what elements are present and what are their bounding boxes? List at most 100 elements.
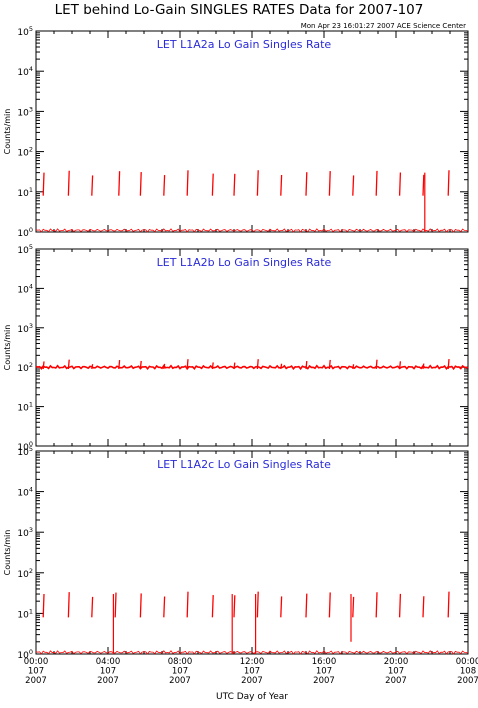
y-tick-label: 104 xyxy=(17,65,33,78)
data-spike xyxy=(256,591,259,618)
plot-frame xyxy=(35,248,469,447)
data-spike xyxy=(91,364,94,370)
data-baseline xyxy=(35,650,469,655)
data-spike xyxy=(186,359,189,370)
y-tick-label: 104 xyxy=(17,282,33,295)
x-tick-label: 20:00 xyxy=(384,657,409,667)
y-axis-label: Counts/min xyxy=(3,530,12,576)
y-tick-label: 103 xyxy=(17,526,33,539)
x-tick-label: 12:00 xyxy=(240,657,265,667)
data-spike xyxy=(186,591,189,618)
timestamp: Mon Apr 23 16:01:27 2007 ACE Science Cen… xyxy=(301,22,466,30)
data-spike xyxy=(305,360,308,370)
data-spike xyxy=(163,175,166,196)
data-spike xyxy=(42,361,45,370)
x-tick-label: 2007 xyxy=(169,676,191,686)
data-spike xyxy=(211,362,214,370)
data-spike xyxy=(186,170,189,196)
data-spike xyxy=(67,592,70,618)
y-tick-label: 100 xyxy=(17,226,33,239)
x-tick-label: 107 xyxy=(244,667,260,677)
data-baseline xyxy=(35,364,469,371)
y-tick-label: 102 xyxy=(17,146,33,159)
data-spike xyxy=(118,171,121,196)
x-tick-label: 2007 xyxy=(313,676,335,686)
data-spike xyxy=(398,172,402,196)
x-tick-label: 2007 xyxy=(97,676,119,686)
data-spike xyxy=(42,594,45,618)
data-spike xyxy=(139,593,142,618)
data-spike xyxy=(422,596,425,618)
main-title: LET behind Lo-Gain SINGLES RATES Data fo… xyxy=(55,2,424,18)
x-tick-label: 108 xyxy=(460,667,476,677)
data-spike xyxy=(42,172,45,196)
x-tick-label: 107 xyxy=(172,667,188,677)
plot-frame xyxy=(35,30,469,233)
data-spike xyxy=(67,170,70,196)
data-spike xyxy=(328,171,331,196)
y-tick-label: 101 xyxy=(17,607,33,620)
panel-1: 100 101 102 103 104 105 Counts/min LET L1A2a Lo… xyxy=(3,25,469,239)
y-tick-label: 102 xyxy=(17,361,33,374)
data-spike xyxy=(305,593,308,618)
y-axis-label: Counts/min xyxy=(3,109,12,155)
data-spike xyxy=(422,174,425,196)
data-spike xyxy=(67,359,70,370)
x-tick-label: 2007 xyxy=(241,676,263,686)
panel-title: LET L1A2a Lo Gain Singles Rate xyxy=(157,38,332,51)
data-spike xyxy=(447,591,450,618)
data-spike xyxy=(352,175,355,196)
y-tick-label: 105 xyxy=(17,25,33,38)
data-spike xyxy=(375,359,378,370)
data-spike xyxy=(211,173,214,196)
x-tick-label: 16:00 xyxy=(312,657,337,667)
data-spike xyxy=(447,359,450,370)
data-spike xyxy=(280,363,283,370)
x-tick-label: 107 xyxy=(100,667,116,677)
x-tick-label: 107 xyxy=(316,667,332,677)
data-spike xyxy=(163,363,166,370)
data-spike xyxy=(118,359,121,370)
x-tick-label: 00:00 xyxy=(24,657,49,667)
data-baseline xyxy=(35,228,469,233)
x-axis-title: UTC Day of Year xyxy=(216,692,288,702)
data-spike xyxy=(447,170,450,196)
panel-title: LET L1A2c Lo Gain Singles Rate xyxy=(157,458,331,471)
data-spike xyxy=(375,170,378,196)
data-spike xyxy=(328,359,331,370)
data-spike xyxy=(305,172,308,196)
data-spike xyxy=(398,593,402,618)
data-spike xyxy=(375,592,378,618)
y-tick-label: 103 xyxy=(17,105,33,118)
y-axis-label: Counts/min xyxy=(3,325,12,371)
x-tick-label: 08:00 xyxy=(168,657,193,667)
data-spike xyxy=(280,596,283,618)
data-spike xyxy=(280,174,283,196)
x-tick-label: 04:00 xyxy=(96,657,121,667)
x-tick-label: 2007 xyxy=(25,676,47,686)
data-spike xyxy=(233,173,236,196)
data-spike xyxy=(91,175,94,196)
y-tick-label: 101 xyxy=(17,401,33,414)
data-spike xyxy=(233,595,236,618)
data-spike xyxy=(256,359,259,370)
y-tick-label: 103 xyxy=(17,322,33,335)
data-spike xyxy=(163,596,166,618)
data-spike xyxy=(352,364,355,370)
y-tick-label: 102 xyxy=(17,567,33,580)
data-spike xyxy=(328,592,331,618)
plot-frame xyxy=(35,450,469,655)
x-tick-label: 2007 xyxy=(385,676,407,686)
data-spike xyxy=(139,172,142,196)
data-spike xyxy=(422,363,425,370)
x-tick-label: 107 xyxy=(388,667,404,677)
panel-title: LET L1A2b Lo Gain Singles Rate xyxy=(157,256,332,269)
y-tick-label: 105 xyxy=(17,243,33,256)
x-tick-label: 107 xyxy=(28,667,44,677)
data-spike xyxy=(233,362,236,370)
x-tick-label: 00:00 xyxy=(456,657,478,667)
